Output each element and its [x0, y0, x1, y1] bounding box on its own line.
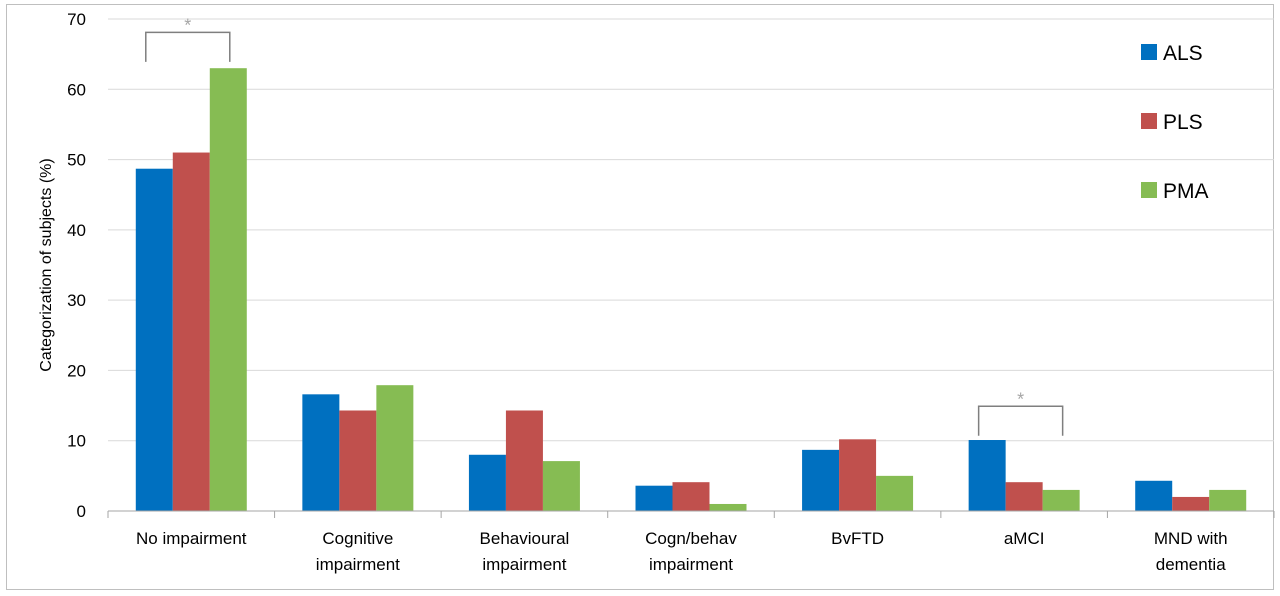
category-label: MND with dementia [1154, 529, 1228, 574]
bar-pls [505, 410, 543, 511]
category-label-line: aMCI [1004, 529, 1045, 548]
y-tick-label: 50 [67, 151, 86, 170]
bar-pma [876, 475, 914, 511]
legend-swatch-als [1141, 44, 1157, 60]
bar-als [1135, 480, 1173, 511]
significance-star: * [184, 15, 191, 35]
category-label-line: BvFTD [831, 529, 884, 548]
significance-bracket [145, 31, 231, 62]
category-label-line: impairment [316, 555, 400, 574]
y-tick-label: 10 [67, 432, 86, 451]
category-label-line: Behavioural [480, 529, 570, 548]
significance-annotations: ** [145, 15, 1064, 436]
bar-pma [376, 385, 414, 511]
bar-als [468, 454, 506, 511]
bars [135, 68, 1247, 512]
bar-pls [172, 152, 210, 512]
y-tick-label: 0 [77, 502, 86, 521]
bar-pma [1209, 489, 1247, 511]
y-tick-label: 40 [67, 221, 86, 240]
gridlines [108, 18, 1274, 442]
x-axis: No impairment Cognitive impairmentBehaviou… [107, 510, 1275, 574]
bar-als [302, 394, 340, 511]
bar-pls [1005, 482, 1043, 511]
category-label-line: MND with [1154, 529, 1228, 548]
category-label-line: impairment [649, 555, 733, 574]
category-label: aMCI [1004, 529, 1045, 548]
significance-star: * [1017, 389, 1024, 409]
bar-pma [542, 461, 580, 511]
legend-label-pma: PMA [1163, 180, 1209, 203]
category-label: Behavioural impairment [480, 529, 570, 574]
category-label-line: No impairment [136, 529, 247, 548]
bar-als [635, 485, 673, 511]
bar-pls [839, 439, 877, 511]
bar-pls [672, 482, 710, 511]
bar-als [968, 440, 1006, 511]
significance-bracket [977, 405, 1064, 436]
y-axis-title: Categorization of subjects (%) [38, 158, 55, 371]
bar-pls [339, 410, 377, 511]
y-tick-label: 20 [67, 361, 86, 380]
category-label-line: Cognitive [322, 529, 393, 548]
legend-swatch-pls [1141, 113, 1157, 129]
legend-swatch-pma [1141, 182, 1157, 198]
category-label-line: Cogn/behav [645, 529, 737, 548]
y-tick-label: 60 [67, 80, 86, 99]
y-tick-label: 70 [67, 10, 86, 29]
legend-label-pls: PLS [1163, 111, 1203, 134]
category-label: Cognitive impairment [316, 529, 400, 574]
y-axis-ticks: 0 10 20 30 40 50 60 70 [67, 10, 86, 521]
legend-label-als: ALS [1163, 42, 1203, 65]
category-label: Cogn/behav impairment [645, 529, 737, 574]
category-label-line: dementia [1156, 555, 1226, 574]
bar-als [135, 168, 173, 512]
legend: ALS PLS PMA [1141, 42, 1209, 203]
bar-pma [709, 503, 747, 511]
bar-pma [209, 68, 247, 511]
category-label-line: impairment [482, 555, 566, 574]
bar-als [802, 449, 840, 511]
category-label: No impairment [136, 529, 247, 548]
bar-pma [1042, 489, 1080, 511]
y-tick-label: 30 [67, 291, 86, 310]
category-label: BvFTD [831, 529, 884, 548]
bar-pls [1172, 496, 1210, 511]
